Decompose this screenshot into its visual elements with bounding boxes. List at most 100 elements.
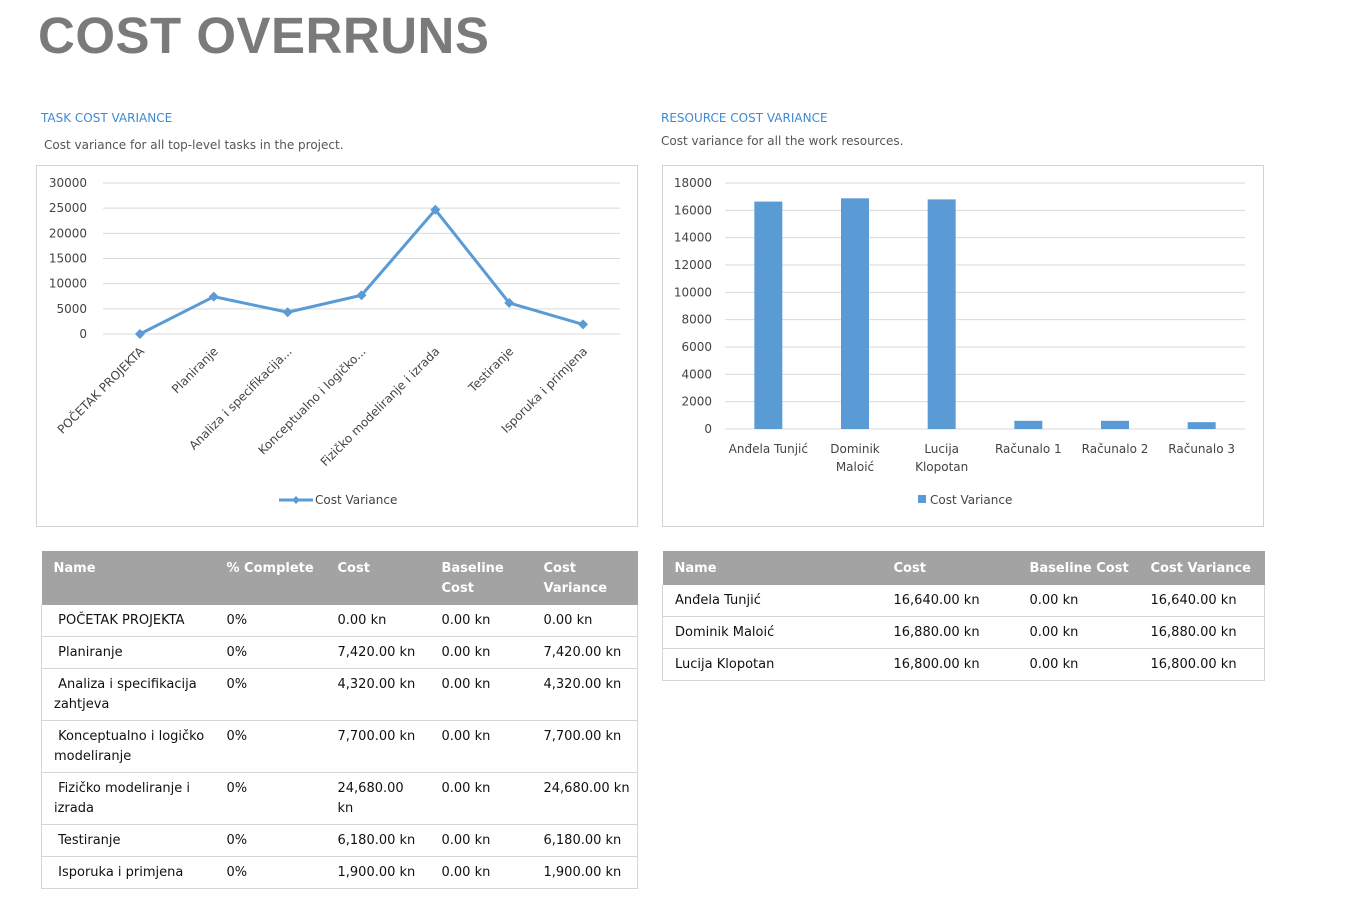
task-table-row[interactable]: Fizičko modeliranje i izrada 0% 24,680.00 …	[41, 772, 638, 825]
task-table-cell: Konceptualno i logičko modeliranje	[41, 720, 215, 773]
resource-table-cell: 16,640.00 kn	[881, 585, 1018, 617]
task-table-cell: 0.00 kn	[429, 636, 532, 669]
bar	[1101, 420, 1129, 429]
task-table-cell: Analiza i specifikacija zahtjeva	[41, 668, 215, 721]
resource-cost-variance-bar-chart-svg: 0 2000 4000 6000 8000 10000 12000 14000 16000 180…	[674, 176, 1245, 507]
task-table-cell: 4,320.00 kn	[531, 668, 638, 721]
resource-table-cell: 16,880.00 kn	[1138, 616, 1265, 649]
bar	[754, 201, 783, 429]
y-tick-label: 15000	[49, 252, 87, 266]
task-table-cell: 1,900.00 kn	[531, 856, 638, 889]
legend-marker-icon	[292, 496, 300, 504]
resource-table-cell: 16,640.00 kn	[1138, 585, 1265, 617]
data-point	[282, 307, 293, 318]
task-table-cell: Planiranje	[41, 636, 215, 669]
task-column-header[interactable]: Cost Variance	[531, 551, 638, 605]
resource-cost-variance-title: RESOURCE COST VARIANCE	[661, 111, 828, 125]
task-column-header[interactable]: Baseline Cost	[429, 551, 532, 605]
task-table-cell: 4,320.00 kn	[325, 668, 430, 721]
x-tick-label: Lucija	[924, 442, 959, 456]
x-tick-label: Klopotan	[915, 460, 968, 474]
y-tick-label: 5000	[56, 302, 87, 316]
task-table-cell: 7,700.00 kn	[325, 720, 430, 773]
y-tick-label: 25000	[49, 201, 87, 215]
resource-table-row[interactable]: Lucija Klopotan 16,800.00 kn 0.00 kn 16,800…	[662, 648, 1265, 681]
y-tick-label: 0	[79, 327, 87, 341]
task-table-cell: 0.00 kn	[429, 772, 532, 825]
legend-label: Cost Variance	[930, 493, 1012, 507]
resource-table-row[interactable]: Dominik Maloić 16,880.00 kn 0.00 kn 16,880.…	[662, 616, 1265, 649]
resource-table-cell: 0.00 kn	[1017, 648, 1139, 681]
task-table-cell: 0%	[214, 772, 326, 825]
task-table-cell: 0%	[214, 605, 326, 637]
task-table-cell: 0.00 kn	[325, 605, 430, 637]
task-cost-table: Name% Complete Cost Baseline Cost Cost Varian…	[41, 551, 638, 889]
resource-cost-variance-description: Cost variance for all the work resources…	[661, 134, 904, 148]
data-point	[578, 319, 589, 330]
task-table-cell: 24,680.00 kn	[325, 772, 430, 825]
resource-table-cell: 16,880.00 kn	[881, 616, 1018, 649]
y-tick-label: 20000	[49, 226, 87, 240]
task-table-cell: 7,420.00 kn	[531, 636, 638, 669]
task-table-row[interactable]: Isporuka i primjena 0% 1,900.00 kn 0.00 kn 1…	[41, 856, 638, 889]
x-tick-label: Anđela Tunjić	[729, 442, 808, 456]
task-table-cell: POČETAK PROJEKTA	[41, 605, 215, 637]
resource-cost-table: Name Cost Baseline Cost Cost Variance Anđel…	[662, 551, 1265, 681]
resource-column-header[interactable]: Name	[662, 551, 882, 585]
task-table-cell: 7,700.00 kn	[531, 720, 638, 773]
task-cost-variance-line-chart-svg: 0 5000 10000 15000 20000 25000 30000 POČETAK PR…	[49, 176, 620, 507]
task-column-header[interactable]: % Complete	[214, 551, 326, 605]
task-table-cell: 0%	[214, 668, 326, 721]
resource-table-cell: 16,800.00 kn	[1138, 648, 1265, 681]
task-table-cell: 0%	[214, 824, 326, 857]
task-table-cell: 7,420.00 kn	[325, 636, 430, 669]
task-table-row[interactable]: POČETAK PROJEKTA 0% 0.00 kn 0.00 kn 0.00 kn	[41, 605, 638, 637]
task-table-cell: 0%	[214, 856, 326, 889]
data-point	[208, 291, 219, 302]
task-table-header-row: Name% Complete Cost Baseline Cost Cost Varian…	[41, 551, 638, 605]
task-table-cell: 0%	[214, 720, 326, 773]
y-tick-label: 10000	[674, 285, 712, 299]
task-table-cell: 24,680.00 kn	[531, 772, 638, 825]
task-table-row[interactable]: Konceptualno i logičko modeliranje 0% 7,70…	[41, 720, 638, 773]
task-table-cell: 0.00 kn	[429, 824, 532, 857]
task-table-cell: Isporuka i primjena	[41, 856, 215, 889]
task-table-row[interactable]: Testiranje 0% 6,180.00 kn 0.00 kn 6,180.00 k…	[41, 824, 638, 857]
x-tick-label: Računalo 2	[1082, 442, 1149, 456]
y-tick-label: 4000	[681, 367, 712, 381]
resource-column-header[interactable]: Cost	[881, 551, 1018, 585]
resource-table-row[interactable]: Anđela Tunjić 16,640.00 kn 0.00 kn 16,640.0…	[662, 585, 1265, 617]
resource-cost-variance-chart[interactable]: 0 2000 4000 6000 8000 10000 12000 14000 16000 180…	[662, 165, 1264, 527]
data-point	[356, 290, 367, 301]
task-table-row[interactable]: Analiza i specifikacija zahtjeva 0% 4,320.…	[41, 668, 638, 721]
x-tick-label: Računalo 1	[995, 442, 1062, 456]
resource-table-cell: Anđela Tunjić	[662, 585, 882, 617]
resource-column-header[interactable]: Cost Variance	[1138, 551, 1265, 585]
task-table-cell: 0.00 kn	[531, 605, 638, 637]
task-cost-variance-chart[interactable]: 0 5000 10000 15000 20000 25000 30000 POČETAK PR…	[36, 165, 638, 527]
task-table-cell: 0.00 kn	[429, 605, 532, 637]
bar	[927, 199, 956, 429]
cost-variance-line	[139, 208, 584, 336]
x-tick-label: Planiranje	[169, 344, 221, 396]
resource-column-header[interactable]: Baseline Cost	[1017, 551, 1139, 585]
legend-label: Cost Variance	[315, 493, 397, 507]
bar	[1014, 420, 1043, 429]
y-tick-label: 0	[704, 422, 712, 436]
data-point	[504, 297, 515, 308]
x-tick-label: Fizičko modeliranje i izrada	[318, 344, 443, 469]
resource-table-cell: 0.00 kn	[1017, 585, 1139, 617]
task-column-header[interactable]: Name	[41, 551, 215, 605]
task-cost-variance-title: TASK COST VARIANCE	[41, 111, 173, 125]
x-tick-label: Dominik	[830, 442, 880, 456]
x-tick-label: Maloić	[836, 460, 874, 474]
resource-table-cell: 16,800.00 kn	[881, 648, 1018, 681]
task-table-row[interactable]: Planiranje 0% 7,420.00 kn 0.00 kn 7,420.00 k…	[41, 636, 638, 669]
data-point	[430, 204, 441, 215]
y-tick-label: 14000	[674, 231, 712, 245]
resource-table-cell: Lucija Klopotan	[662, 648, 882, 681]
data-point	[134, 329, 145, 339]
resource-table-cell: Dominik Maloić	[662, 616, 882, 649]
task-table-cell: Testiranje	[41, 824, 215, 857]
task-column-header[interactable]: Cost	[325, 551, 430, 605]
